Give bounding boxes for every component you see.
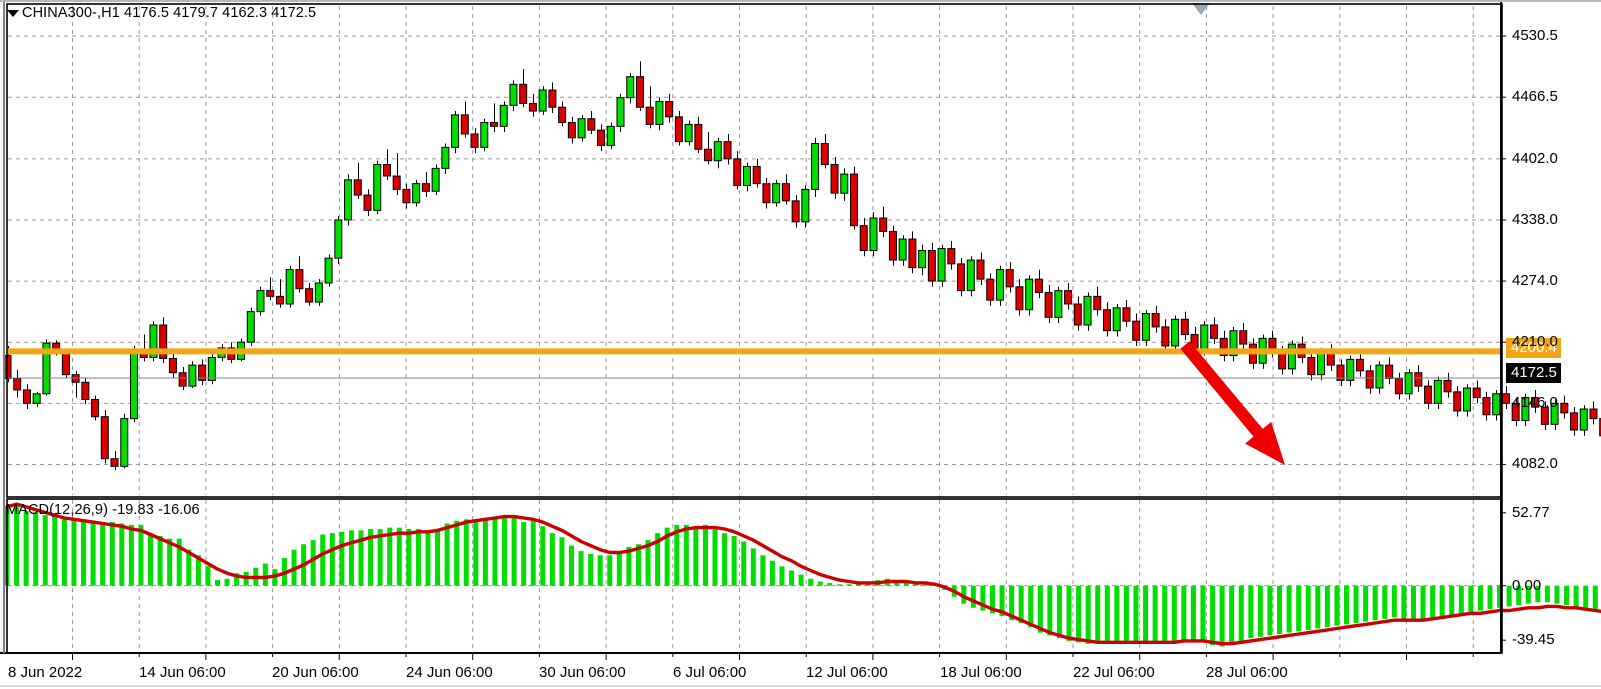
price-axis-tick-label: 4402.0 <box>1512 149 1558 167</box>
time-axis-tick-label: 14 Jun 06:00 <box>139 664 226 681</box>
downtrend-arrow <box>1180 341 1285 465</box>
time-axis-tick-label: 8 Jun 2022 <box>8 664 83 681</box>
time-axis-tick-label: 30 Jun 06:00 <box>539 664 626 681</box>
last-price-tag: 4172.5 <box>1506 363 1561 383</box>
time-axis-tick-label: 22 Jul 06:00 <box>1073 664 1155 681</box>
time-axis-tick-label: 12 Jul 06:00 <box>806 664 888 681</box>
time-axis-tick-label: 24 Jun 06:00 <box>406 664 493 681</box>
indicator-header-label: MACD(12,26,9) -19.83 -16.06 <box>6 502 200 518</box>
time-axis-tick-label: 28 Jul 06:00 <box>1206 664 1288 681</box>
bid-price-tag: 4200.4 <box>1506 338 1561 358</box>
time-axis-tick-label: 18 Jul 06:00 <box>940 664 1022 681</box>
macd-axis-tick-label: 52.77 <box>1512 503 1550 521</box>
price-axis-tick-label: 4466.5 <box>1512 88 1558 106</box>
macd-axis-tick-label: 0.00 <box>1512 576 1542 594</box>
price-axis-tick-label: 4274.0 <box>1512 272 1558 290</box>
triangle-down-icon[interactable] <box>7 10 19 17</box>
price-axis-tick-label: 4338.0 <box>1512 210 1558 228</box>
price-axis-tick-label: 4530.5 <box>1512 27 1558 45</box>
symbol-header-label: CHINA300-,H1 4176.5 4179.7 4162.3 4172.5 <box>22 5 317 21</box>
time-axis-tick-label: 20 Jun 06:00 <box>272 664 359 681</box>
time-axis-tick-label: 6 Jul 06:00 <box>673 664 747 681</box>
macd-axis-tick-label: -39.45 <box>1512 631 1555 649</box>
price-axis-tick-label: 4082.0 <box>1512 455 1558 473</box>
price-axis-tick-label: 4210.0 <box>1512 333 1558 351</box>
price-axis-tick-label: 4146.0 <box>1512 394 1558 412</box>
